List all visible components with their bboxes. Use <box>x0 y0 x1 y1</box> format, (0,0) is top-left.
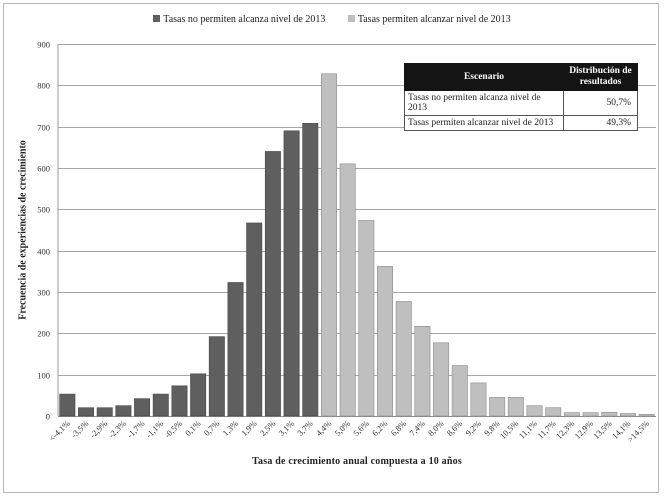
bars <box>59 73 655 417</box>
bar <box>264 151 281 417</box>
y-tick-label: 900 <box>37 40 50 50</box>
x-tick-label: 2,5% <box>258 418 278 438</box>
bar <box>582 412 599 417</box>
bar <box>115 405 132 417</box>
bar <box>620 413 636 417</box>
x-tick-label: 7,4% <box>407 418 427 438</box>
bar <box>246 222 263 417</box>
bar <box>414 326 431 417</box>
bar <box>78 407 94 417</box>
legend-label: Tasas permiten alcanzar nivel de 2013 <box>357 14 511 25</box>
bar <box>302 123 319 417</box>
x-tick-label: 6,2% <box>370 418 390 438</box>
bar <box>433 342 450 417</box>
bar <box>358 220 375 417</box>
y-tick-label: 200 <box>37 329 50 339</box>
y-tick-label: 800 <box>37 81 50 91</box>
bar <box>526 405 543 417</box>
gridlines <box>57 44 656 417</box>
bar <box>507 397 524 417</box>
bar <box>190 373 207 417</box>
x-tick-label: <-4,1% <box>47 418 72 443</box>
x-tick-label: 1,3% <box>220 418 240 438</box>
table-row: Tasas permiten alcanzar nivel de 2013 49… <box>404 115 638 131</box>
bar <box>601 411 618 417</box>
x-tick-label: 13,5% <box>591 418 614 441</box>
x-tick-label: 6,8% <box>389 418 409 438</box>
table-header-escenario: Escenario <box>404 63 564 91</box>
x-tick-label: 12,9% <box>572 418 595 441</box>
x-tick-label: 4,4% <box>314 418 334 438</box>
distribution-table: Escenario Distribución de resultados Tas… <box>404 63 638 131</box>
bar <box>339 163 356 417</box>
x-tick-label: 0,7% <box>202 418 222 438</box>
bar <box>227 282 244 417</box>
bar <box>134 398 151 417</box>
x-tick-label: 0,1% <box>183 418 203 438</box>
legend: Tasas no permiten alcanza nivel de 2013 … <box>0 14 664 25</box>
x-tick-label: -3,5% <box>69 418 91 440</box>
x-tick-label: -1,7% <box>125 418 147 440</box>
bar <box>96 407 113 417</box>
table-cell-label: Tasas no permiten alcanza nivel de 2013 <box>404 90 564 116</box>
y-tick-label: 100 <box>37 371 50 381</box>
bar <box>395 301 412 417</box>
x-tick-label: -0,5% <box>162 418 184 440</box>
x-tick-label: 10,5% <box>498 418 521 441</box>
table-cell-label: Tasas permiten alcanzar nivel de 2013 <box>404 115 564 131</box>
legend-item-alcanza: Tasas permiten alcanzar nivel de 2013 <box>347 14 511 25</box>
y-tick-label: 600 <box>37 164 50 174</box>
x-tick-label: 9,2% <box>463 418 483 438</box>
legend-swatch-light <box>347 15 355 23</box>
x-tick-label: 8,0% <box>426 418 446 438</box>
x-tick-label: 12,3% <box>554 418 577 441</box>
legend-item-no-alcanza: Tasas no permiten alcanza nivel de 2013 <box>153 14 325 25</box>
table-row: Tasas no permiten alcanza nivel de 2013 … <box>404 90 638 116</box>
bar <box>283 130 300 417</box>
y-tick-label: 300 <box>37 288 50 298</box>
bar <box>489 397 506 417</box>
bar <box>171 385 188 417</box>
x-tick-label: 11,7% <box>535 418 557 440</box>
bar <box>470 382 487 417</box>
bar <box>152 393 169 417</box>
table-cell-value: 49,3% <box>563 115 638 131</box>
x-tick-label: 3,1% <box>276 418 296 438</box>
x-tick-label: -2,9% <box>88 418 110 440</box>
x-tick-label: 5,6% <box>351 418 371 438</box>
y-axis-label: Frecuencia de experiencias de crecimient… <box>17 140 29 320</box>
bar <box>321 73 337 417</box>
x-tick-label: 11,1% <box>517 418 539 440</box>
legend-label: Tasas no permiten alcanza nivel de 2013 <box>163 14 326 25</box>
table-cell-value: 50,7% <box>563 90 638 116</box>
x-tick-label: 5,0% <box>332 418 352 438</box>
x-tick-labels: <-4,1%-3,5%-2,9%-2,3%-1,7%-1,1%-0,5% 0,1%… <box>47 418 651 444</box>
x-axis-label: Tasa de crecimiento anual compuesta a 10… <box>252 456 462 467</box>
bar <box>563 412 580 417</box>
table-header-row: Escenario Distribución de resultados <box>404 63 638 91</box>
y-tick-label: 700 <box>37 123 50 133</box>
bar <box>451 365 468 417</box>
y-tick-label: 400 <box>37 247 50 257</box>
bar <box>638 414 655 417</box>
x-tick-label: -1,1% <box>144 418 166 440</box>
y-tick-label: 500 <box>37 205 50 215</box>
bar <box>59 393 76 417</box>
x-tick-label: -2,3% <box>106 418 128 440</box>
x-tick-label: 8,6% <box>445 418 465 438</box>
x-tick-label: 3,7% <box>295 418 315 438</box>
legend-swatch-dark <box>153 15 161 23</box>
bar <box>208 336 225 417</box>
x-tick-label: 1,9% <box>239 418 259 438</box>
y-tick-labels: 0 100 200 300 400 500 600 700 800 900 <box>37 40 50 422</box>
table-header-distribucion: Distribución de resultados <box>563 63 638 91</box>
bar <box>377 266 393 417</box>
bar <box>545 407 562 417</box>
y-tick-label: 0 <box>46 412 50 422</box>
